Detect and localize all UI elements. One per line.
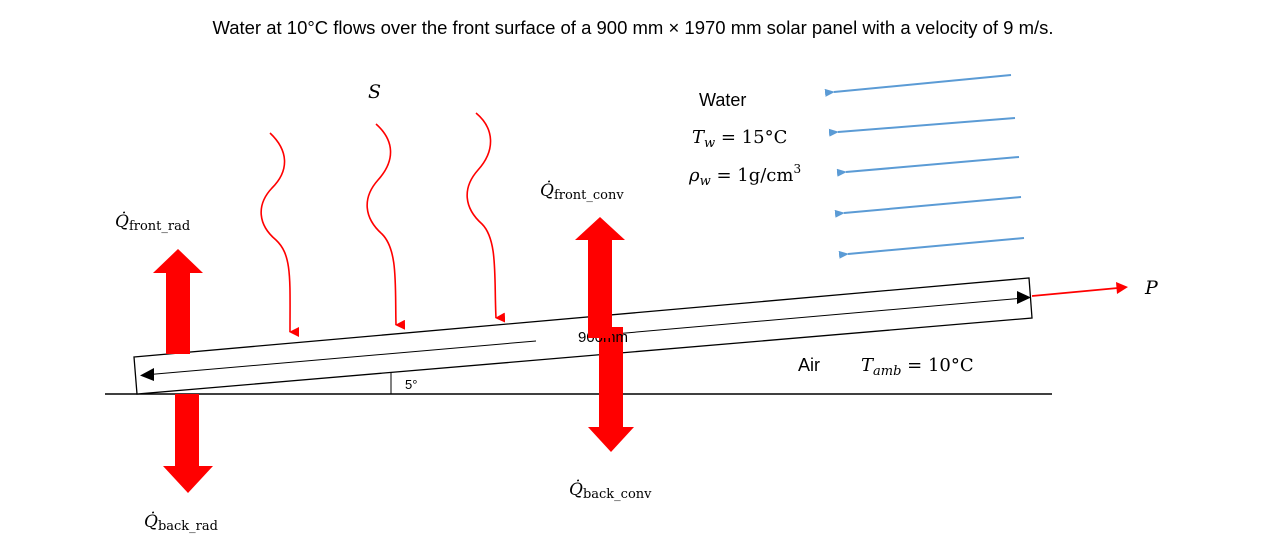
water-flow-arrow — [824, 74, 1012, 97]
solar-panel — [133, 277, 1033, 395]
solar-ray-1 — [260, 132, 300, 338]
dimension-line-right — [619, 298, 1019, 334]
q-back-rad-label: Q̇back_rad — [144, 512, 218, 534]
tilt-angle-label: 5° — [405, 377, 417, 392]
water-density-label: ρw = 1g/cm3 — [688, 162, 801, 189]
solar-ray-2 — [366, 123, 406, 330]
front-conv-arrow — [575, 217, 625, 338]
water-title: Water — [699, 90, 746, 110]
back-rad-arrow — [163, 394, 213, 493]
q-front-conv-label: Q̇front_conv — [540, 181, 624, 203]
solar-ray-3 — [466, 112, 506, 323]
water-flow-arrow — [834, 196, 1022, 218]
power-output-arrow — [1031, 287, 1119, 297]
water-flow-arrow — [836, 156, 1020, 177]
power-arrowhead — [1116, 282, 1128, 294]
problem-statement: Water at 10°C flows over the front surfa… — [212, 17, 1053, 38]
dimension-line-left — [149, 340, 537, 375]
dimension-arrowhead-right — [1017, 291, 1031, 304]
water-flow-arrow — [838, 237, 1025, 259]
back-conv-arrow — [588, 327, 634, 452]
air-label: Air — [798, 355, 820, 375]
water-flow-arrow — [828, 117, 1016, 137]
front-rad-arrow — [153, 249, 203, 354]
power-label: P — [1144, 277, 1159, 299]
water-temperature-label: Tw = 15°C — [692, 127, 787, 151]
q-front-rad-label: Q̇front_rad — [115, 212, 190, 234]
ambient-temperature-label: Tamb = 10°C — [861, 355, 974, 379]
solar-flux-label: S — [368, 81, 381, 103]
dimension-arrowhead-left — [140, 368, 154, 381]
q-back-conv-label: Q̇back_conv — [569, 480, 652, 502]
water-flow-arrows — [824, 74, 1025, 259]
